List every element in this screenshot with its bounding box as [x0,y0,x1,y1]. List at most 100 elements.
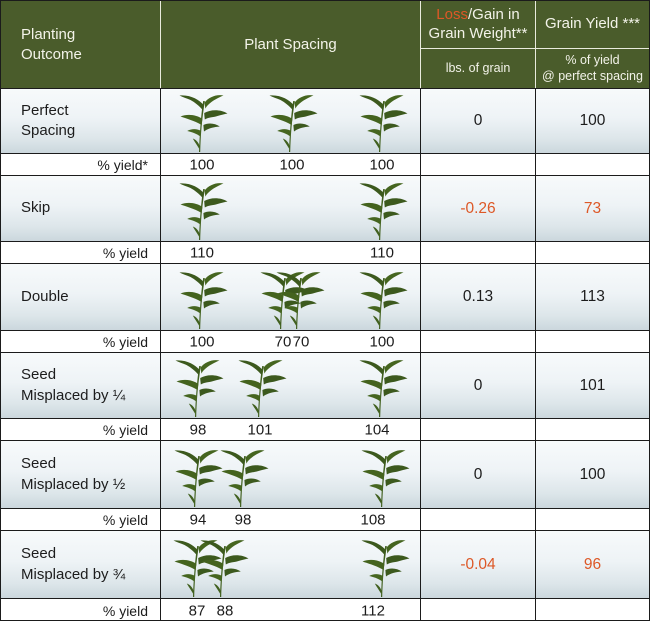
plant-yield-value: 100 [369,156,395,173]
loss-value: 0 [473,112,483,129]
loss-value-cell: 0 [421,441,536,509]
corn-plant-icon [359,95,408,152]
empty-cell [536,331,649,353]
grain-value-cell: 100 [536,89,649,154]
plant-yield-value: 108 [360,511,386,528]
header-loss-gain-title: Loss/Gain in Grain Weight** [421,1,535,48]
corn-plant-icon [179,272,228,329]
outcome-label: Double [21,287,69,305]
empty-cell [421,599,536,620]
yield-label-cell: % yield [1,599,161,620]
header-loss-gain-unit: lbs. of grain [421,48,535,88]
loss-value-cell: 0 [421,89,536,154]
empty-cell [421,331,536,353]
plant-yield-value: 100 [189,333,215,350]
spacing-cell [161,353,421,419]
header-plant-spacing: Plant Spacing [161,1,421,88]
yield-label: % yield [102,602,148,619]
outcome-cell: Perfect Spacing [1,89,161,154]
empty-cell [421,242,536,264]
grain-value: 100 [579,465,606,483]
header-grain-yield-title: Grain Yield *** [544,15,641,33]
row-misplaced-quarter-yield: % yield 98 101 104 [1,419,649,441]
grain-value-cell: 113 [536,264,649,331]
grain-value: 100 [579,112,606,129]
yield-label-cell: % yield* [1,154,161,176]
grain-value-cell: 101 [536,353,649,419]
corn-plant-icon [276,272,325,329]
plant-yield-value: 88 [216,602,234,619]
yield-numbers-cell: 87 88 112 [161,599,421,620]
outcome-cell: Seed Misplaced by ¼ [1,353,161,419]
corn-plant-icon [238,360,287,417]
yield-label-cell: % yield [1,242,161,264]
grain-value: 101 [579,376,606,394]
grain-value: 96 [583,555,602,573]
outcome-label: Perfect Spacing [21,101,76,139]
corn-plant-icon [269,95,318,152]
corn-plant-icon [200,540,249,597]
header-loss-word: Loss [436,5,468,23]
outcome-cell: Seed Misplaced by ¾ [1,531,161,599]
corn-plant-icon [179,183,228,240]
empty-cell [536,419,649,441]
loss-value: 0 [473,465,483,483]
empty-cell [536,509,649,531]
row-double: Double 0.13 113 [1,264,649,331]
row-misplaced-half: Seed Misplaced by ½ 0 100 [1,441,649,509]
header-grain-yield: Grain Yield *** % of yield @ perfect spa… [536,1,649,88]
empty-cell [421,154,536,176]
grain-value: 113 [580,288,605,305]
grain-value: 73 [583,199,602,217]
spacing-cell [161,176,421,242]
loss-value: -0.26 [460,199,496,217]
plant-yield-value: 70 [292,333,310,350]
header-planting-outcome: Planting Outcome [1,1,161,88]
plant-yield-value: 101 [247,421,273,438]
spacing-cell [161,264,421,331]
plant-yield-value: 110 [190,244,214,261]
plant-yield-value: 87 [188,602,206,619]
yield-label: % yield [102,244,148,261]
loss-value-cell: -0.26 [421,176,536,242]
spacing-cell [161,441,421,509]
outcome-label: Seed Misplaced by ½ [21,455,126,493]
empty-cell [421,509,536,531]
yield-numbers-cell: 98 101 104 [161,419,421,441]
empty-cell [536,599,649,620]
loss-value-cell: 0 [421,353,536,419]
plant-yield-value: 100 [189,156,215,173]
yield-label-cell: % yield [1,419,161,441]
row-double-yield: % yield 100 70 70 100 [1,331,649,353]
plant-yield-value: 98 [189,421,207,438]
corn-plant-icon [359,183,408,240]
row-skip-yield: % yield 110 110 [1,242,649,264]
outcome-cell: Double [1,264,161,331]
yield-label-cell: % yield [1,331,161,353]
corn-plant-icon [220,450,269,507]
table-header: Planting Outcome Plant Spacing Loss/Gain… [1,1,649,89]
empty-cell [421,419,536,441]
yield-numbers-cell: 110 110 [161,242,421,264]
grain-value-cell: 96 [536,531,649,599]
grain-value-cell: 73 [536,176,649,242]
corn-plant-icon [361,540,410,597]
corn-plant-icon [359,272,408,329]
plant-yield-value: 98 [234,511,252,528]
outcome-label: Seed Misplaced by ¾ [21,545,126,583]
header-loss-gain: Loss/Gain in Grain Weight** lbs. of grai… [421,1,536,88]
header-grain-yield-unit: % of yield @ perfect spacing [536,48,649,88]
plant-yield-value: 94 [189,511,207,528]
header-planting-outcome-label: Planting Outcome [21,25,82,63]
empty-cell [536,154,649,176]
loss-value-cell: -0.04 [421,531,536,599]
yield-label: % yield [102,333,148,350]
loss-value: -0.04 [460,555,496,573]
loss-value-cell: 0.13 [421,264,536,331]
plant-yield-value: 100 [279,156,305,173]
plant-yield-value: 100 [369,333,395,350]
yield-label: % yield* [97,156,148,173]
row-misplaced-quarter: Seed Misplaced by ¼ 0 101 [1,353,649,419]
loss-value: 0 [473,376,483,394]
